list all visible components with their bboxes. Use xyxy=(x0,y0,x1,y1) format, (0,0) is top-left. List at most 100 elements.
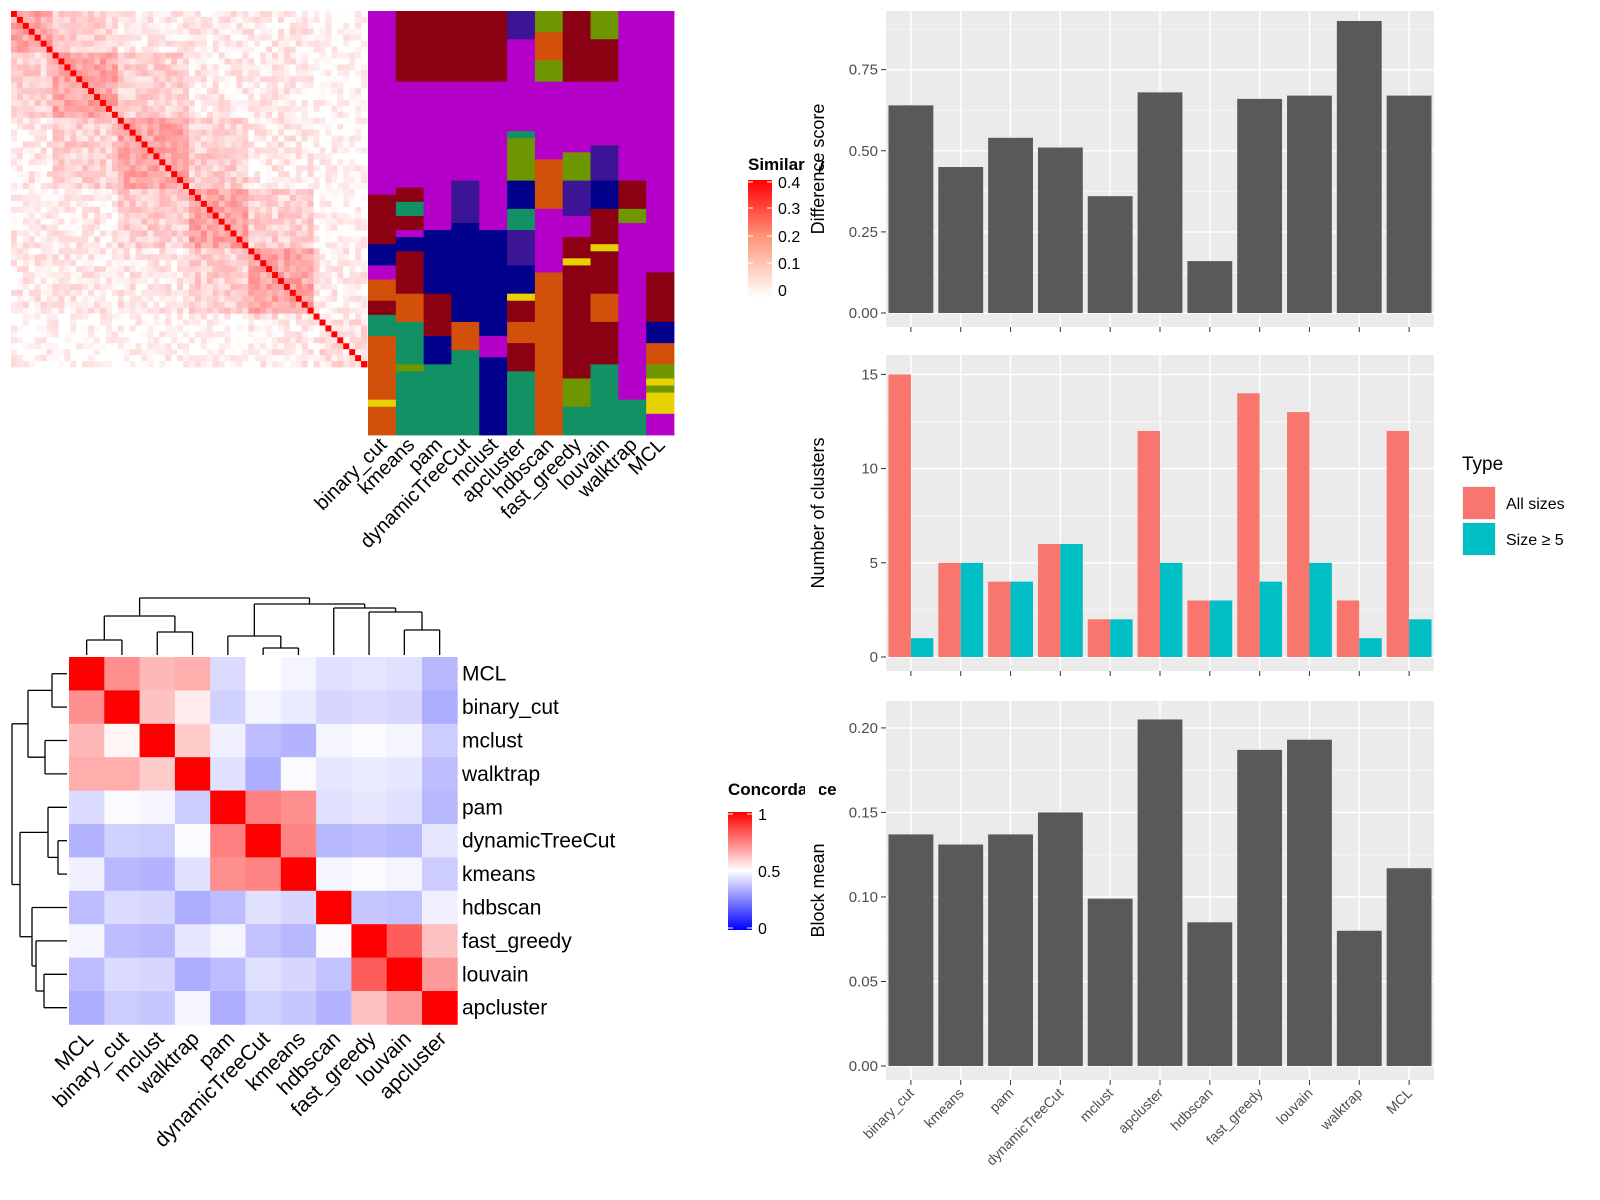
legend-title-mask xyxy=(805,140,819,960)
similarity-cell xyxy=(183,200,190,208)
similarity-cell xyxy=(260,16,267,24)
similarity-cell xyxy=(260,355,267,362)
cluster-block xyxy=(395,251,425,295)
similarity-cell xyxy=(88,337,95,344)
similarity-cell xyxy=(141,224,148,231)
similarity-cell xyxy=(230,242,237,249)
similarity-cell xyxy=(272,165,279,172)
similarity-cell xyxy=(331,22,338,30)
similarity-cell xyxy=(224,194,231,202)
similarity-cell xyxy=(88,355,95,362)
similarity-cell xyxy=(141,242,148,249)
similarity-cell xyxy=(212,301,220,309)
similarity-cell xyxy=(82,153,89,160)
similarity-cell xyxy=(260,295,267,303)
similarity-cell xyxy=(254,212,261,220)
similarity-cell xyxy=(289,266,297,273)
similarity-cell xyxy=(123,272,131,279)
similarity-cell xyxy=(88,147,95,154)
similarity-cell xyxy=(141,129,148,136)
similarity-cell xyxy=(319,64,326,71)
similarity-cell xyxy=(236,100,243,107)
similarity-cell xyxy=(28,159,36,166)
similarity-cell xyxy=(260,153,267,160)
similarity-cell xyxy=(105,236,113,243)
similarity-cell xyxy=(117,88,125,95)
similarity-cell xyxy=(189,355,196,362)
similarity-cell xyxy=(28,16,36,24)
similarity-cell xyxy=(100,147,107,154)
cluster-block xyxy=(479,265,508,302)
similarity-cell xyxy=(183,242,190,249)
similarity-cell xyxy=(343,361,350,368)
similarity-cell xyxy=(254,224,261,231)
similarity-cell xyxy=(94,295,101,303)
similarity-cell xyxy=(248,100,255,107)
similarity-cell xyxy=(337,189,344,196)
similarity-cell xyxy=(248,28,255,36)
similarity-cell xyxy=(254,260,261,267)
similarity-cell xyxy=(224,82,231,89)
similarity-cell xyxy=(361,147,368,154)
similarity-cell xyxy=(206,22,214,30)
similarity-cell xyxy=(212,331,220,338)
similarity-cell xyxy=(52,171,59,178)
similarity-cell xyxy=(361,28,368,36)
similarity-cell xyxy=(355,34,362,42)
similarity-cell xyxy=(22,313,30,320)
similarity-cell xyxy=(248,260,255,267)
similarity-cell xyxy=(153,28,160,36)
similarity-cell xyxy=(135,171,142,178)
similarity-cell xyxy=(153,236,160,243)
similarity-cell xyxy=(313,242,320,249)
similarity-cell xyxy=(40,123,47,131)
similarity-cell xyxy=(22,100,30,107)
bar xyxy=(1237,98,1283,314)
similarity-cell xyxy=(283,349,291,356)
similarity-cell xyxy=(183,100,190,107)
similarity-cell xyxy=(355,349,362,356)
similarity-cell xyxy=(272,52,279,59)
similarity-cell xyxy=(355,40,362,47)
similarity-cell xyxy=(278,117,285,125)
similarity-cell xyxy=(135,147,142,154)
similarity-cell xyxy=(153,52,160,59)
bar xyxy=(910,638,934,657)
similarity-cell xyxy=(230,88,237,95)
similarity-cell xyxy=(153,105,160,113)
similarity-cell xyxy=(28,40,36,47)
similarity-cell xyxy=(129,11,136,18)
similarity-cell xyxy=(200,283,208,291)
similarity-cell xyxy=(343,165,350,172)
similarity-cell xyxy=(337,325,344,332)
similarity-cell xyxy=(82,319,89,326)
similarity-cell xyxy=(224,70,231,77)
similarity-cell xyxy=(313,194,320,202)
similarity-cell xyxy=(307,100,314,107)
similarity-cell xyxy=(11,212,18,220)
similarity-cell xyxy=(70,236,77,243)
similarity-cell xyxy=(141,301,148,309)
similarity-cell xyxy=(70,212,77,220)
similarity-cell xyxy=(325,283,332,291)
similarity-cell xyxy=(111,337,119,344)
similarity-cell xyxy=(177,183,184,190)
similarity-cell xyxy=(212,11,220,18)
similarity-cell xyxy=(117,183,125,190)
similarity-cell xyxy=(11,272,18,279)
concordance-cell xyxy=(139,924,176,958)
similarity-cell xyxy=(22,355,30,362)
similarity-cell xyxy=(212,141,220,148)
similarity-cell xyxy=(40,331,47,338)
similarity-cell xyxy=(105,242,113,249)
concordance-cell xyxy=(386,924,423,958)
similarity-cell xyxy=(289,218,297,225)
similarity-cell xyxy=(52,289,59,297)
similarity-cell xyxy=(313,117,320,125)
similarity-cell xyxy=(266,123,273,131)
similarity-cell xyxy=(58,16,65,24)
similarity-cell xyxy=(58,105,65,113)
similarity-cell xyxy=(283,135,291,142)
similarity-cell xyxy=(278,242,285,249)
y-tick-label: 0.20 xyxy=(849,720,878,737)
